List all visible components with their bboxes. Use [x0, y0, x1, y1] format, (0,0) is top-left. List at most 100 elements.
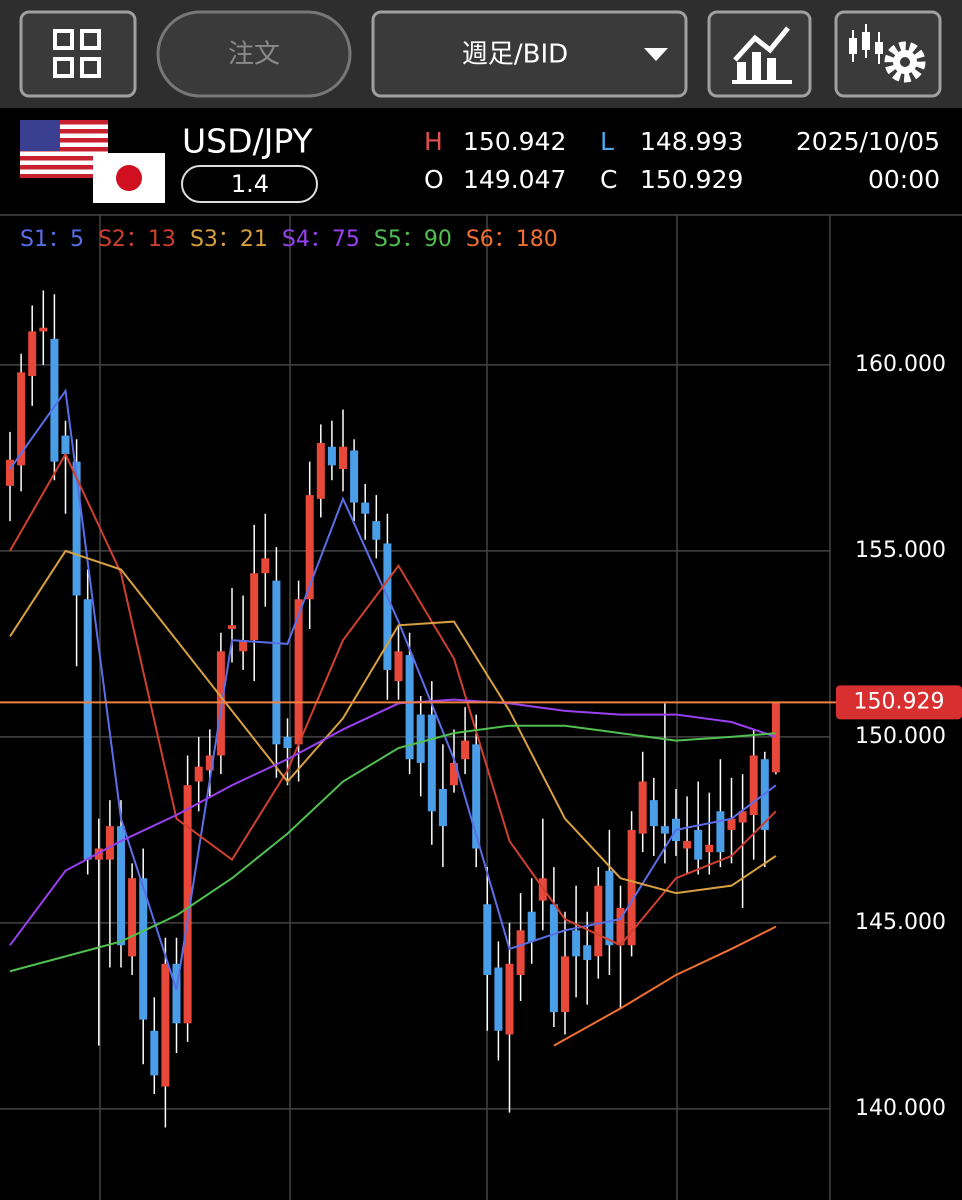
jp-flag	[93, 153, 165, 203]
candle-body	[272, 580, 281, 745]
candle-body	[716, 811, 725, 853]
candle-body	[638, 781, 647, 834]
candle-body	[660, 826, 669, 834]
candle-body	[161, 963, 170, 1087]
candle-body	[305, 495, 314, 600]
y-tick-label: 155.000	[855, 538, 946, 563]
candle-body	[427, 714, 436, 812]
legend-entry: S5：90	[374, 227, 452, 252]
candle-body	[61, 435, 70, 455]
candle-body	[194, 766, 203, 782]
candle-body	[83, 599, 92, 860]
candle-body	[472, 744, 481, 849]
candle-body	[561, 956, 569, 1013]
candle-body	[150, 1030, 159, 1076]
candle-body	[72, 461, 81, 596]
candle-body	[683, 841, 692, 849]
candle-body	[627, 829, 636, 946]
candle-body	[139, 878, 148, 1020]
candle-body	[450, 762, 458, 786]
candle-body	[727, 818, 736, 830]
moving-average	[9, 698, 777, 946]
candle-body	[239, 640, 248, 652]
y-tick-label: 160.000	[855, 352, 946, 377]
candle-body	[505, 963, 514, 1035]
y-tick-label: 140.000	[855, 1096, 946, 1121]
open: 149.047	[463, 165, 566, 194]
candle-body	[261, 558, 270, 574]
candle-body	[216, 651, 225, 756]
moving-average	[9, 452, 777, 947]
last-price-box	[836, 685, 962, 720]
candle-body	[549, 904, 558, 1013]
candle-body	[749, 755, 758, 816]
settings-button[interactable]	[834, 10, 942, 98]
candle-body	[294, 599, 303, 745]
y-tick-label: 150.000	[855, 724, 946, 749]
open-label: O	[424, 165, 444, 194]
date: 2025/10/05	[796, 127, 940, 156]
order-label: 注文	[228, 40, 280, 70]
legend-entry: S4：75	[282, 227, 360, 252]
candle-body	[416, 714, 425, 763]
candle-body	[39, 327, 48, 332]
candle-body	[28, 331, 37, 377]
candle-body	[128, 878, 137, 957]
order-button[interactable]: 注文	[156, 10, 352, 98]
candle-body	[205, 755, 214, 771]
spread: 1.4	[231, 170, 269, 198]
candle-body	[6, 459, 14, 486]
candle-body	[572, 930, 581, 957]
low-label: L	[600, 127, 614, 156]
candle-body	[105, 826, 114, 860]
candle-body	[17, 372, 26, 466]
legend-entry: S2：13	[98, 227, 176, 252]
candle-body	[361, 502, 370, 514]
spread-pill	[181, 165, 318, 203]
candle-body	[250, 573, 259, 641]
last-price-label: 150.929	[854, 689, 945, 714]
candle-body	[228, 625, 236, 630]
candle-body	[405, 655, 414, 760]
close-label: C	[600, 165, 617, 194]
mode-label: 週足/BID	[462, 40, 568, 70]
candle-body	[616, 907, 625, 946]
candle-body	[705, 844, 714, 853]
candle-body	[516, 930, 525, 975]
candle-body	[527, 911, 536, 942]
high: 150.942	[463, 127, 566, 156]
moving-average	[553, 925, 777, 1047]
time-grid	[99, 215, 831, 1200]
candle-body	[350, 450, 359, 503]
candle-body	[50, 338, 59, 462]
candle-body	[438, 788, 447, 827]
symbol: USD/JPY	[182, 122, 314, 161]
candle-body	[183, 785, 192, 1024]
candle-body	[327, 446, 336, 466]
layout-button[interactable]	[19, 10, 137, 98]
candle-body	[694, 829, 703, 860]
candle-body	[117, 826, 125, 946]
moving-average	[9, 724, 776, 973]
candle-body	[594, 885, 603, 957]
candle-body	[316, 443, 325, 499]
mode-dropdown[interactable]: 週足/BID	[371, 10, 688, 98]
candle-body	[372, 521, 381, 540]
indicator-button[interactable]	[707, 10, 812, 98]
candle-body	[649, 800, 658, 827]
legend-entry: S1：5	[20, 227, 84, 252]
moving-average	[9, 388, 777, 991]
candle-body	[483, 904, 492, 975]
y-tick-label: 145.000	[855, 910, 946, 935]
candle-body	[583, 945, 592, 961]
legend-entry: S3：21	[190, 227, 268, 252]
candle-body	[394, 651, 403, 682]
candle-body	[605, 870, 614, 946]
candle-body	[494, 967, 503, 1031]
candle-body	[339, 446, 347, 470]
legend-entry: S6：180	[466, 227, 558, 252]
moving-average	[9, 549, 777, 895]
time: 00:00	[868, 165, 940, 194]
candle-body	[383, 543, 392, 670]
